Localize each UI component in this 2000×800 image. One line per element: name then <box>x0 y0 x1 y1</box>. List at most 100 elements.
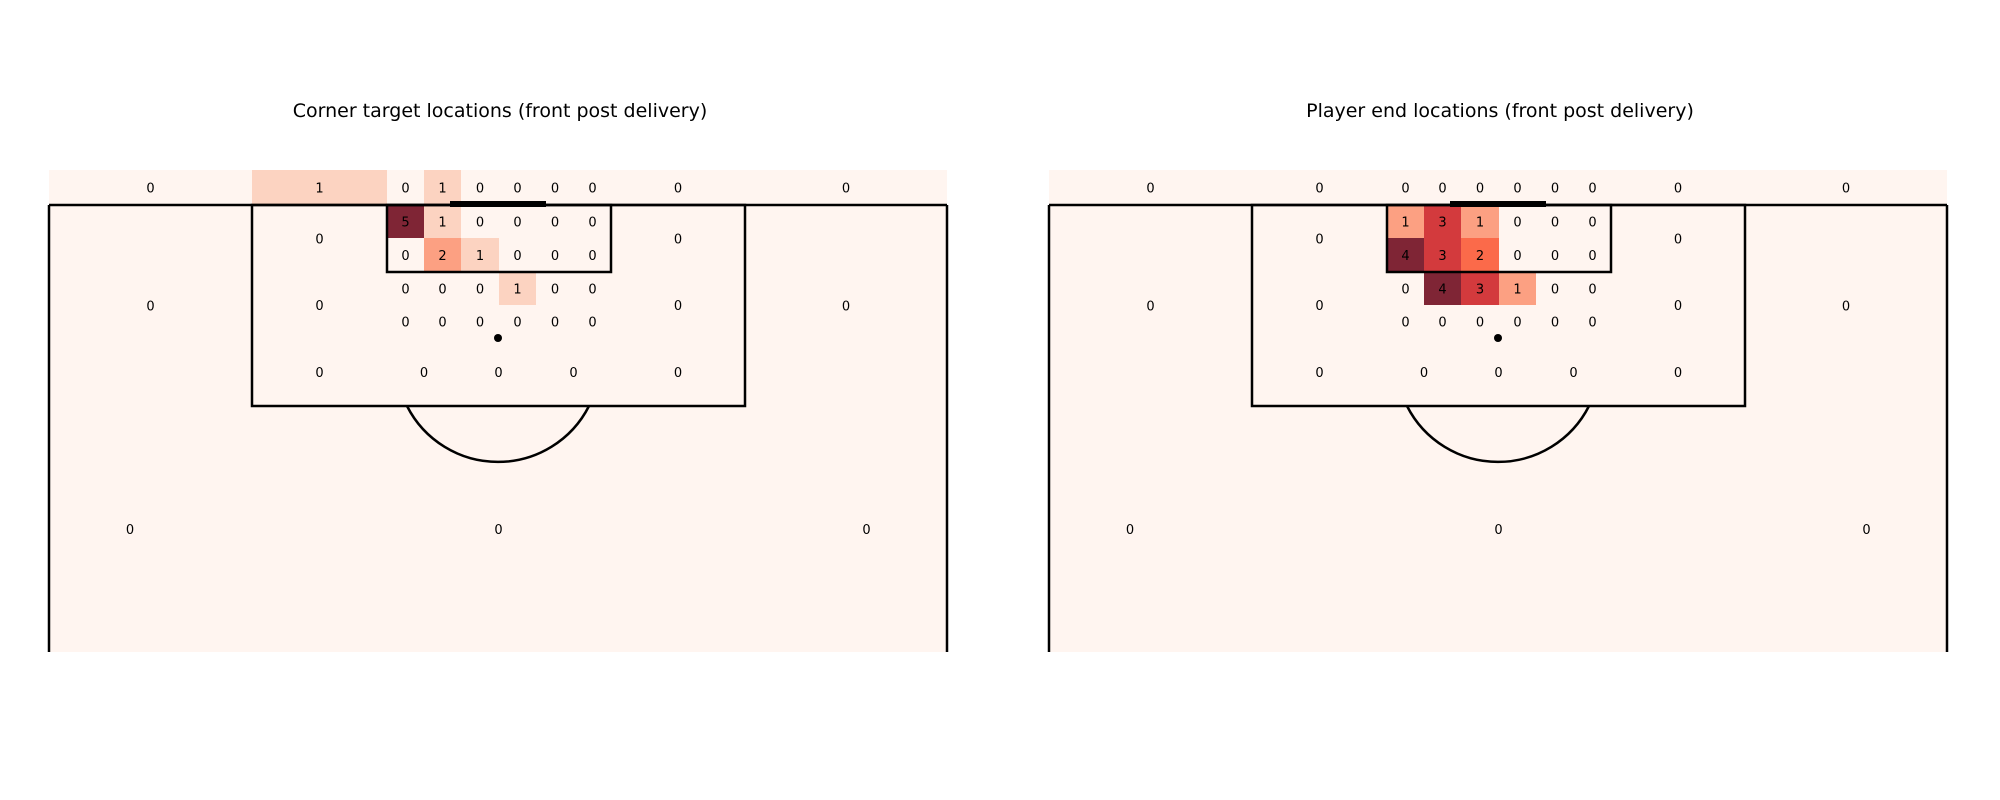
heatmap-cell <box>1574 238 1611 272</box>
heatmap-cell <box>461 170 499 205</box>
cell-value-label: 0 <box>1588 316 1596 331</box>
cell-value-label: 0 <box>551 316 559 331</box>
cell-value-label: 3 <box>1476 283 1484 298</box>
heatmap-cell <box>1574 272 1611 305</box>
cell-value-label: 0 <box>588 216 596 231</box>
heatmap-cell <box>499 272 536 305</box>
heatmap-cell <box>49 406 211 652</box>
cell-value-label: 0 <box>513 182 521 197</box>
heatmap-cell <box>611 272 745 338</box>
heatmap-cell <box>461 272 499 305</box>
heatmap-cell <box>1611 205 1745 272</box>
heatmap-cell <box>1574 170 1611 205</box>
cell-value-label: 0 <box>476 316 484 331</box>
heatmap-cell <box>1387 238 1424 272</box>
cell-value-label: 0 <box>476 283 484 298</box>
heatmap-cell <box>211 406 786 652</box>
heatmap-cell <box>424 170 461 205</box>
heatmap-cell <box>1786 406 1947 652</box>
cell-value-label: 1 <box>438 216 446 231</box>
heatmap-cell <box>387 338 461 406</box>
cell-value-label: 0 <box>1551 316 1559 331</box>
cell-value-label: 1 <box>315 182 323 197</box>
heatmap-cell <box>611 170 745 205</box>
heatmap-cell <box>536 238 574 272</box>
cell-value-label: 5 <box>401 216 409 231</box>
cell-value-label: 0 <box>513 249 521 264</box>
cell-value-label: 0 <box>1588 216 1596 231</box>
heatmap-cell <box>1424 170 1461 205</box>
heatmap-cell <box>1387 205 1424 238</box>
cell-value-label: 1 <box>1513 283 1521 298</box>
cell-value-label: 0 <box>569 366 577 381</box>
heatmap-cell <box>1252 338 1387 406</box>
cell-value-label: 0 <box>1401 182 1409 197</box>
heatmap-cell <box>1574 305 1611 338</box>
cell-value-label: 0 <box>146 182 154 197</box>
heatmap-cell <box>1536 170 1574 205</box>
heatmap-cell <box>786 406 947 652</box>
cell-value-label: 0 <box>401 283 409 298</box>
heatmap-cell <box>252 170 387 205</box>
penalty-spot <box>1494 334 1502 342</box>
cell-value-label: 0 <box>551 249 559 264</box>
cell-value-label: 0 <box>315 366 323 381</box>
cell-value-label: 0 <box>1401 316 1409 331</box>
chart-panel-left: Corner target locations (front post deli… <box>47 100 949 652</box>
heatmap-cell <box>424 305 461 338</box>
cell-value-label: 0 <box>438 283 446 298</box>
cell-value-label: 4 <box>1401 249 1409 264</box>
heatmap-cell <box>574 272 611 305</box>
heatmap-cell <box>1461 338 1536 406</box>
heatmap-cell <box>1461 205 1499 238</box>
heatmap-cell <box>1536 305 1574 338</box>
chart-title: Player end locations (front post deliver… <box>1306 100 1694 122</box>
heatmap-cell <box>1461 272 1499 305</box>
cell-value-label: 0 <box>315 299 323 314</box>
heatmap-cell <box>387 238 424 272</box>
heatmap-cell <box>499 170 536 205</box>
penalty-arc <box>1405 405 1591 464</box>
heatmap-cell <box>424 272 461 305</box>
cell-value-label: 0 <box>1674 366 1682 381</box>
heatmap-cell <box>536 338 611 406</box>
cell-value-label: 0 <box>146 300 154 315</box>
heatmap-cell <box>1424 205 1461 238</box>
heatmap-cell <box>1499 170 1536 205</box>
cell-value-label: 0 <box>1842 182 1850 197</box>
cell-value-label: 1 <box>1476 216 1484 231</box>
heatmap-cell <box>1387 338 1461 406</box>
cell-value-label: 4 <box>1438 283 1446 298</box>
heatmap-cell <box>1536 338 1611 406</box>
heatmap-cell <box>1387 272 1424 305</box>
heatmap-cell <box>252 205 387 272</box>
cell-value-label: 0 <box>551 182 559 197</box>
cell-value-label: 0 <box>1588 283 1596 298</box>
cell-value-label: 0 <box>1146 182 1154 197</box>
cell-value-label: 1 <box>438 182 446 197</box>
heatmap-cell <box>1211 406 1786 652</box>
cell-value-label: 0 <box>1315 366 1323 381</box>
heatmap-cell <box>49 205 252 406</box>
cell-value-label: 0 <box>588 249 596 264</box>
cell-value-label: 0 <box>1513 216 1521 231</box>
cell-value-label: 0 <box>842 300 850 315</box>
cell-value-label: 2 <box>438 249 446 264</box>
heatmap-cell <box>461 238 499 272</box>
cell-value-label: 0 <box>1420 366 1428 381</box>
cell-value-label: 1 <box>476 249 484 264</box>
heatmap-cell <box>1424 272 1461 305</box>
heatmap-cell <box>1536 272 1574 305</box>
cell-value-label: 0 <box>1315 233 1323 248</box>
cell-value-label: 1 <box>1401 216 1409 231</box>
cell-value-label: 0 <box>420 366 428 381</box>
cell-value-label: 0 <box>513 316 521 331</box>
cell-value-label: 0 <box>401 316 409 331</box>
cell-value-label: 0 <box>1315 299 1323 314</box>
cell-value-label: 0 <box>1513 249 1521 264</box>
cell-value-label: 0 <box>1674 299 1682 314</box>
heatmap-cell <box>1252 205 1387 272</box>
cell-value-label: 0 <box>494 523 502 538</box>
chart-panel-right: Player end locations (front post deliver… <box>1000 0 2000 800</box>
heatmap-cell <box>49 170 252 205</box>
